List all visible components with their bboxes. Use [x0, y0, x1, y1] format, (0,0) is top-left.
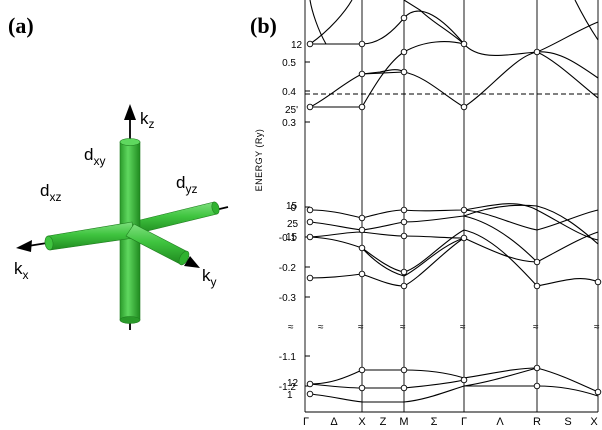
kpoint-label: R — [533, 416, 541, 428]
state-label: 12 — [291, 40, 303, 51]
ky-tube — [125, 223, 190, 266]
state-label: 25 — [287, 219, 299, 230]
tick-label: 0.4 — [282, 87, 296, 98]
state-label: 15 — [286, 201, 298, 212]
upper-bands — [309, 0, 599, 108]
lower-points — [306, 364, 602, 398]
kpoint-lines — [361, 0, 538, 412]
break-mark: ≈ — [460, 322, 466, 333]
middle-points — [306, 206, 602, 290]
dxz-label: dxz — [40, 181, 61, 204]
break-mark: ≈ — [533, 322, 539, 333]
kpoint-label: Γ — [303, 416, 309, 428]
kpoint-labels: Γ Δ X Z M Σ Γ Λ R S X — [303, 416, 598, 428]
kpoint-label: X — [358, 416, 366, 428]
tick-label: -1.2 — [279, 382, 297, 393]
energy-axis-label: ENERGY (Ry) — [254, 129, 264, 192]
dyz-label: dyz — [176, 173, 197, 196]
tick-label: -1.1 — [279, 352, 297, 363]
tick-label: 0 — [290, 203, 296, 214]
kpoint-label: Σ — [431, 416, 438, 428]
kpoint-label: Z — [380, 416, 387, 428]
lower-bands — [309, 367, 599, 403]
y-tick-labels: 0.5 0.4 0.3 0 -0.1 -0.2 -0.3 -1.1 -1.2 — [279, 58, 297, 393]
panel-b: (b) ENERGY (Ry) 0.5 0.4 — [250, 0, 602, 428]
dxy-label: dxy — [84, 145, 105, 168]
dyz-tube — [131, 201, 220, 235]
panel-b-label: (b) — [250, 13, 277, 38]
kz-label: kz — [140, 109, 155, 131]
break-mark: ≈ — [358, 322, 364, 333]
break-marks: ≈ ≈ ≈ ≈ ≈ ≈ ≈ — [288, 322, 600, 333]
kpoint-label: S — [564, 416, 571, 428]
break-mark: ≈ — [318, 322, 324, 333]
tick-label: 0.5 — [282, 58, 296, 69]
kpoint-label: M — [399, 416, 408, 428]
break-mark: ≈ — [400, 322, 406, 333]
tick-label: -0.1 — [279, 233, 297, 244]
state-labels: 12 25' 15 25 15 12 1 — [285, 40, 303, 401]
kpoint-label: X — [590, 416, 598, 428]
panel-a-label: (a) — [8, 13, 34, 38]
panel-a: (a) — [8, 13, 229, 330]
kpoint-label: Γ — [461, 416, 467, 428]
state-label: 25' — [285, 105, 298, 116]
tick-label: -0.2 — [279, 263, 297, 274]
break-mark: ≈ — [288, 322, 294, 333]
tick-label: 0.3 — [282, 118, 296, 129]
state-label: 1 — [287, 390, 293, 401]
tick-label: -0.3 — [279, 293, 297, 304]
state-label: 15 — [286, 232, 298, 243]
state-label: 12 — [287, 378, 299, 389]
kpoint-label: Δ — [330, 416, 338, 428]
kpoint-label: Λ — [496, 416, 504, 428]
break-mark: ≈ — [594, 322, 600, 333]
middle-bands — [309, 203, 599, 287]
ky-label: ky — [202, 266, 217, 289]
upper-points — [306, 14, 541, 111]
kx-label: kx — [14, 259, 29, 282]
